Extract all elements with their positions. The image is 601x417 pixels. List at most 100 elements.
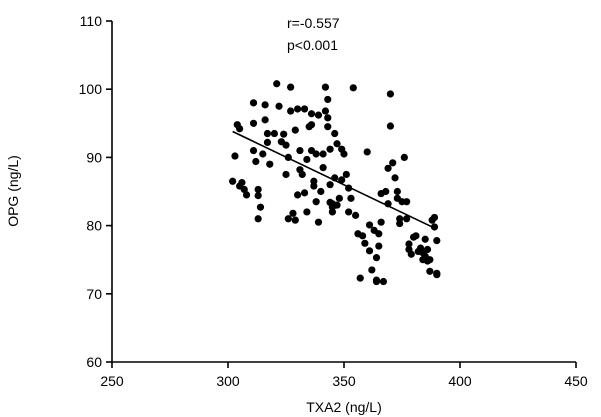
x-axis-title: TXA2 (ng/L) [306, 399, 381, 415]
data-point [384, 164, 392, 172]
data-point [352, 211, 360, 219]
data-point [256, 203, 265, 211]
data-point [345, 208, 353, 216]
data-point [252, 157, 260, 166]
data-point [314, 218, 323, 226]
data-point [412, 232, 420, 240]
regression-line [232, 130, 433, 228]
data-point [254, 185, 262, 194]
y-tick-label: 100 [79, 81, 103, 97]
data-point [324, 123, 332, 131]
data-point [236, 125, 244, 133]
data-point [405, 240, 413, 248]
data-point [361, 239, 369, 247]
axes [111, 21, 576, 363]
data-point [231, 152, 239, 160]
data-point [319, 164, 327, 172]
data-point [282, 170, 290, 179]
data-point [328, 208, 336, 216]
data-point [303, 208, 311, 216]
data-point [433, 271, 441, 279]
data-point [240, 185, 248, 194]
data-point [263, 138, 272, 146]
data-point [296, 146, 304, 155]
data-point [254, 191, 262, 200]
data-point [294, 105, 302, 113]
data-point [273, 80, 281, 88]
data-point [326, 181, 334, 189]
data-point [430, 223, 439, 231]
data-point [282, 141, 290, 149]
data-point [284, 215, 292, 223]
data-point [291, 216, 299, 224]
data-point [386, 122, 394, 130]
data-point [372, 254, 381, 262]
data-point [335, 194, 343, 202]
data-point [242, 191, 251, 199]
data-point [358, 232, 367, 240]
ticks: 250 300 350 400 450 60 70 80 90 100 110 [79, 13, 588, 389]
data-point [407, 250, 415, 258]
data-point [229, 177, 237, 185]
data-point [400, 153, 408, 161]
data-point [389, 159, 397, 167]
data-point [382, 187, 390, 196]
data-point [303, 155, 311, 164]
data-point [326, 145, 334, 153]
data-point [270, 129, 278, 138]
data-point [324, 95, 332, 104]
data-point [298, 170, 306, 179]
data-point [307, 121, 316, 129]
data-point [375, 230, 383, 238]
data-point [356, 274, 364, 282]
data-point [340, 150, 348, 158]
y-tick-label: 60 [86, 354, 102, 370]
data-point [403, 198, 411, 206]
data-point [377, 218, 385, 226]
x-tick-label: 350 [332, 373, 356, 389]
data-point [287, 83, 295, 91]
y-axis-title: OPG (ng/L) [5, 155, 21, 227]
data-point [375, 242, 383, 250]
data-point [317, 187, 325, 196]
data-point [249, 119, 258, 127]
data-point [331, 129, 339, 138]
data-point [312, 150, 320, 158]
data-point [319, 150, 327, 158]
data-point [368, 266, 376, 274]
data-point [300, 105, 309, 113]
data-point [314, 111, 323, 119]
data-point [430, 213, 439, 222]
data-point [238, 179, 246, 187]
data-point [275, 102, 283, 110]
data-point [342, 170, 350, 179]
data-point [259, 150, 267, 158]
y-tick-label: 90 [86, 149, 102, 165]
data-point [261, 116, 269, 124]
x-tick-label: 400 [448, 373, 472, 389]
data-point [307, 110, 316, 118]
data-point [324, 114, 332, 122]
data-point [419, 256, 427, 264]
data-point [365, 221, 374, 229]
data-point [426, 267, 434, 275]
data-point [338, 176, 346, 184]
data-point [396, 219, 404, 228]
data-point [254, 215, 262, 223]
data-point [312, 198, 320, 206]
data-point [263, 129, 272, 138]
data-point [287, 107, 295, 115]
data-point [321, 107, 330, 115]
data-point [423, 245, 432, 254]
data-point [347, 194, 355, 202]
data-point [393, 187, 401, 196]
data-points [229, 80, 441, 286]
x-tick-label: 250 [100, 373, 124, 389]
data-point [349, 84, 357, 92]
y-tick-label: 80 [86, 218, 102, 234]
data-point [249, 146, 258, 155]
data-point [294, 191, 302, 199]
data-point [300, 189, 309, 197]
data-point [266, 160, 274, 168]
data-point [280, 130, 288, 138]
